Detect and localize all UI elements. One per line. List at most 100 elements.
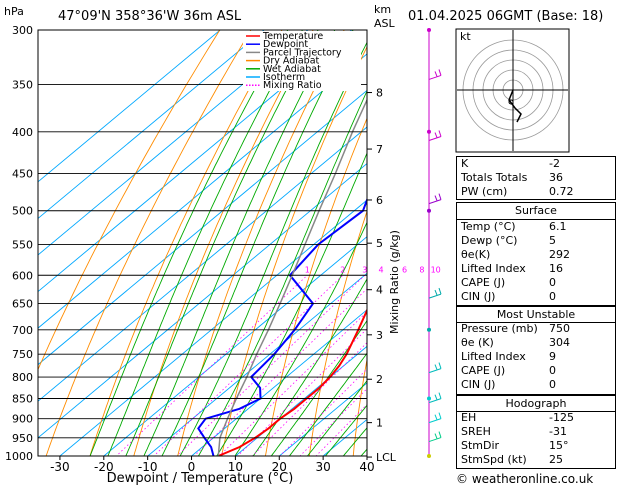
isotherm-line	[38, 53, 367, 329]
wind-barb	[428, 193, 442, 205]
credit-text: © weatheronline.co.uk	[456, 472, 593, 486]
temperature-tick-label: 0	[188, 460, 196, 474]
dry-adiabat-line	[352, 357, 367, 456]
mixing-ratio-label: 1	[305, 265, 310, 274]
wet-adiabat-line	[125, 30, 319, 456]
pressure-tick-label: 600	[12, 269, 33, 282]
indices-box: K -2 Totals Totals 36 PW (cm) 0.72	[456, 156, 616, 200]
mixing-ratio-label: 2	[340, 265, 345, 274]
isotherm-line	[38, 30, 221, 183]
wind-barb-staff	[428, 74, 442, 80]
pressure-tick-label: 700	[12, 324, 33, 337]
dry-adiabat-line	[308, 209, 367, 456]
mixing-ratio-line	[279, 368, 367, 456]
wind-barb	[428, 431, 442, 443]
legend-entry: Wet Adiabat	[263, 64, 321, 75]
surface-box: Surface Temp (°C) 6.1 Dewp (°C) 5 θe(K) 292…	[456, 202, 616, 306]
pressure-tick-label: 300	[12, 24, 33, 37]
wind-barb-staff	[428, 437, 442, 443]
surface-row: Dewp (°C) 5	[461, 234, 556, 247]
wind-barb-flag	[434, 394, 438, 400]
wind-barb-dot	[427, 208, 431, 213]
wind-barb	[428, 362, 442, 374]
wet-adiabat-line	[197, 90, 367, 456]
wind-barb-flag	[438, 193, 442, 200]
wind-barb-flag	[438, 412, 442, 419]
wind-barb-flag	[434, 414, 438, 420]
series-line	[197, 197, 367, 456]
hodograph-row: StmDir 15°	[461, 439, 569, 452]
wet-adiabat-line	[252, 278, 367, 456]
pressure-tick-label: 350	[12, 79, 33, 92]
isotherm-line	[190, 309, 367, 456]
isotherm-line	[38, 126, 367, 402]
hodograph-storm-marker	[508, 99, 514, 105]
mixing-ratio-label: 4	[378, 265, 383, 274]
km-tick-label: LCL	[376, 451, 397, 464]
wind-barb-flag	[434, 289, 438, 296]
isotherm-line	[38, 163, 367, 439]
isotherm-line	[278, 382, 367, 456]
wind-barb	[428, 287, 442, 299]
pressure-tick-label: 850	[12, 393, 33, 406]
temperature-tick-label: 10	[228, 460, 243, 474]
surface-row: CAPE (J) 0	[461, 276, 556, 289]
isotherm-line	[147, 272, 367, 456]
wind-barb-flag	[434, 132, 438, 138]
surface-title: Surface	[515, 204, 557, 217]
wind-barb-staff	[428, 293, 442, 299]
surface-row: θe(K) 292	[461, 248, 570, 261]
hodograph-row: EH -125	[461, 411, 574, 424]
wind-barb-dot	[427, 129, 431, 134]
most-unstable-row: CAPE (J) 0	[461, 364, 556, 377]
mixing-ratio-line	[176, 275, 366, 456]
mixing-ratio-line	[218, 311, 367, 456]
wet-adiabat-line	[107, 30, 304, 456]
km-tick-label: 5	[376, 237, 383, 250]
km-tick-label: 4	[376, 284, 383, 297]
km-tick-label: 7	[376, 143, 383, 156]
legend-entry: Dry Adiabat	[263, 56, 320, 67]
index-row-k: K -2	[461, 157, 560, 170]
km-tick-label: 3	[376, 329, 383, 342]
wind-barb-staff	[428, 136, 442, 142]
pressure-tick-label: 1000	[5, 450, 33, 463]
km-tick-labels: 8 7 6 5 4 3 2 1 LCL	[367, 87, 397, 464]
legend-entry: Temperature	[262, 31, 323, 42]
wet-adiabat-line	[324, 404, 367, 456]
km-label: km	[374, 3, 391, 16]
surface-row: Lifted Index 16	[461, 262, 563, 275]
km-tick-label: 2	[376, 373, 383, 386]
mixing-ratio-label: 3	[362, 265, 367, 274]
wet-adiabat-line	[89, 30, 289, 456]
mixing-ratio-label: 8	[419, 265, 424, 274]
dry-adiabat-line	[38, 30, 221, 371]
isotherm-line	[38, 30, 265, 220]
temperature-tick-label: 40	[359, 460, 374, 474]
pressure-tick-label: 450	[12, 168, 33, 181]
km-tick-label: 1	[376, 417, 383, 430]
wind-barb-flag	[434, 364, 438, 370]
most-unstable-row: Pressure (mb) 750	[461, 322, 570, 335]
wind-barbs	[427, 28, 442, 458]
wet-adiabat-line	[288, 352, 367, 456]
pressure-tick-label: 950	[12, 432, 33, 445]
mixing-ratio-axis-label: Mixing Ratio (g/kg)	[388, 230, 401, 334]
wind-barb-flag	[438, 362, 442, 369]
index-row-pw: PW (cm) 0.72	[461, 185, 574, 198]
pressure-tick-label: 650	[12, 298, 33, 311]
temperature-tick-label: -20	[94, 460, 114, 474]
wet-adiabat-line	[161, 30, 354, 456]
wind-barb-staff	[428, 418, 442, 424]
wet-adiabat-line	[143, 30, 336, 456]
wet-adiabat-line	[234, 221, 367, 456]
datetime-label: 01.04.2025 06GMT (Base: 18)	[408, 9, 603, 24]
most-unstable-row: CIN (J) 0	[461, 378, 556, 391]
wind-barb-dot	[427, 396, 431, 401]
temperature-tick-labels: -30 -20 -10 0 10 20 30 40	[50, 456, 375, 474]
wind-barb	[428, 392, 442, 404]
x-axis-label: Dewpoint / Temperature (°C)	[107, 471, 294, 486]
wind-barb-flag	[438, 287, 442, 295]
most-unstable-box: Most Unstable Pressure (mb) 750 θe (K) 304…	[456, 306, 616, 395]
dry-adiabat-line	[133, 30, 314, 456]
